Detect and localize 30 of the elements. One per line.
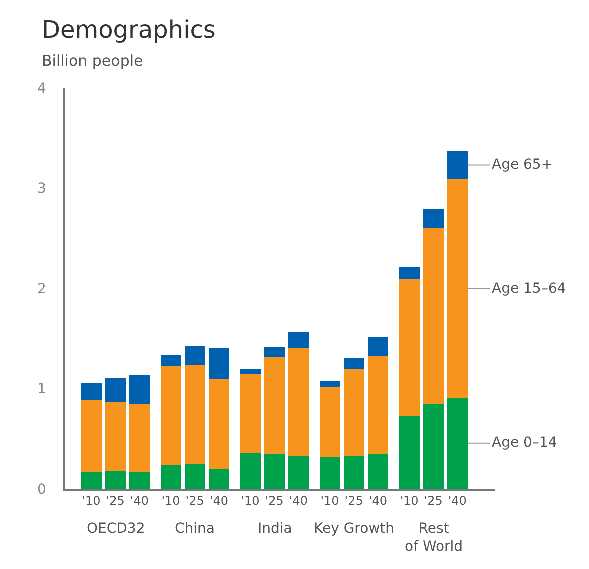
y-tick-label: 1 [38,382,46,398]
x-tick-label: '40 [210,494,228,508]
y-tick-label: 0 [38,482,46,498]
text: India [258,521,292,537]
x-tick-label: '40 [130,494,149,508]
x-tick-label: '25 [186,494,204,508]
x-tick-label: '40 [448,494,467,508]
y-tick-label: 3 [38,181,46,198]
x-tick-label: '10 [241,494,260,508]
x-tick-label: '10 [400,494,419,508]
x-tick-label: '25 [424,494,443,508]
x-tick-label: '40 [289,494,308,508]
text: OECD32 [87,521,146,537]
x-tick-label: '40 [368,494,388,508]
y-tick-label: 2 [38,281,46,298]
series-label: Age 65+ [492,157,554,173]
series-label: Age 15–64 [492,281,566,297]
chart-subtitle: Billion people [42,52,144,70]
x-tick-label: '10 [162,494,180,508]
y-tick-label: 4 [38,80,47,97]
x-tick-label: '25 [106,494,125,508]
text: Key Growth [314,521,395,537]
x-tick-label: '10 [320,494,340,508]
text: Rest of World [405,521,464,556]
text: China [175,521,215,537]
series-label: Age 0–14 [492,435,558,451]
x-tick-label: '25 [344,494,364,508]
chart-title: Demographics [42,16,216,44]
x-tick-label: '25 [265,494,284,508]
x-tick-label: '10 [82,494,101,508]
